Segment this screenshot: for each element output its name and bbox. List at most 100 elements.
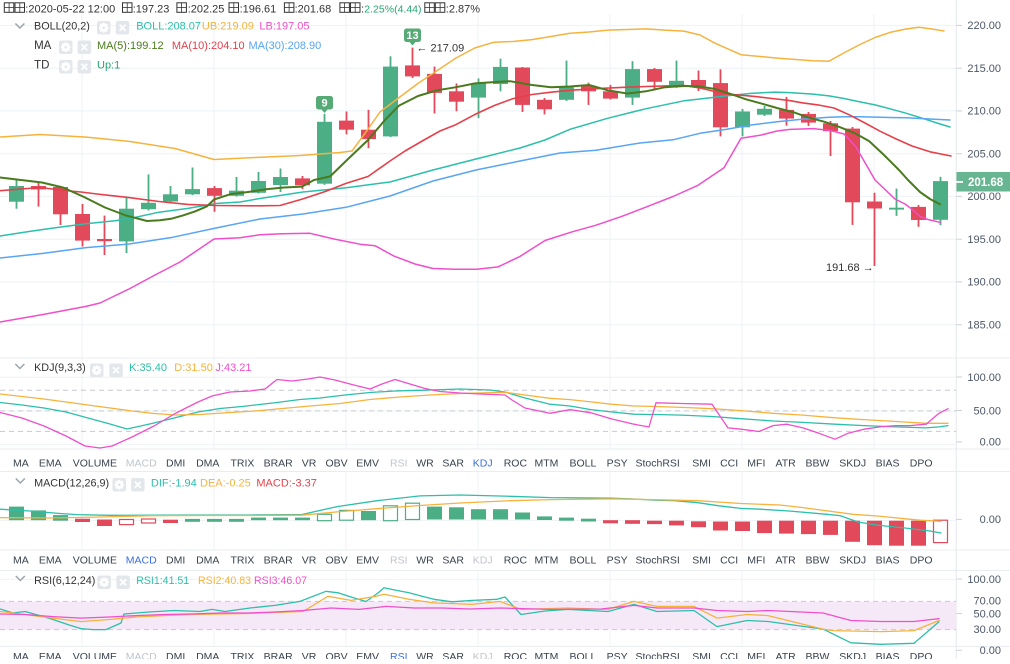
svg-text:BOLL: BOLL xyxy=(570,457,597,469)
svg-text:VR: VR xyxy=(302,651,317,659)
svg-text:200.00: 200.00 xyxy=(967,191,1001,203)
svg-text:VOLUME: VOLUME xyxy=(73,457,117,469)
svg-text:D:31.50: D:31.50 xyxy=(174,362,213,374)
svg-text:BOLL:208.07: BOLL:208.07 xyxy=(136,21,201,33)
svg-text:VR: VR xyxy=(302,457,317,469)
svg-text:RSI: RSI xyxy=(390,555,408,567)
svg-text:MTM: MTM xyxy=(535,651,559,659)
svg-text:0.00: 0.00 xyxy=(980,437,1001,449)
svg-text:BIAS: BIAS xyxy=(876,457,900,469)
svg-text:RSI: RSI xyxy=(390,651,408,659)
svg-text:BBW: BBW xyxy=(806,651,830,659)
svg-text:BRAR: BRAR xyxy=(264,651,294,659)
svg-text:220.00: 220.00 xyxy=(967,20,1001,32)
svg-text:BOLL: BOLL xyxy=(570,651,597,659)
svg-text:J:43.21: J:43.21 xyxy=(215,362,251,374)
svg-text:CCI: CCI xyxy=(720,651,738,659)
svg-text::2020-05-22 12:00: :2020-05-22 12:00 xyxy=(25,3,115,15)
svg-text:SAR: SAR xyxy=(442,555,464,567)
svg-text:EMV: EMV xyxy=(356,651,379,659)
svg-text:9: 9 xyxy=(321,98,327,110)
svg-text:VR: VR xyxy=(302,555,317,567)
svg-text:KDJ: KDJ xyxy=(473,651,493,659)
svg-text:PSY: PSY xyxy=(607,457,628,469)
svg-text:DPO: DPO xyxy=(910,457,933,469)
svg-text:SKDJ: SKDJ xyxy=(839,555,866,567)
svg-text:100.00: 100.00 xyxy=(967,372,1001,384)
svg-text:PSY: PSY xyxy=(607,651,628,659)
svg-text:DMA: DMA xyxy=(196,457,219,469)
svg-text:MA: MA xyxy=(13,651,29,659)
svg-text:EMV: EMV xyxy=(356,457,379,469)
svg-text:DPO: DPO xyxy=(910,651,933,659)
svg-text:190.00: 190.00 xyxy=(967,277,1001,289)
svg-text:DMI: DMI xyxy=(166,651,185,659)
svg-text:2.25%(4.44): 2.25%(4.44) xyxy=(364,3,421,15)
svg-text:CCI: CCI xyxy=(720,555,738,567)
svg-text:MACD:-3.37: MACD:-3.37 xyxy=(256,478,317,490)
svg-text:UB:219.09: UB:219.09 xyxy=(202,21,254,33)
svg-text:← 217.09: ← 217.09 xyxy=(417,43,465,55)
svg-text:70.00: 70.00 xyxy=(973,596,1001,608)
svg-text:WR: WR xyxy=(416,555,434,567)
svg-text:MA(5):199.12: MA(5):199.12 xyxy=(97,40,164,52)
svg-text:PSY: PSY xyxy=(607,555,628,567)
svg-text::197.23: :197.23 xyxy=(133,3,170,15)
svg-text:MACD(12,26,9): MACD(12,26,9) xyxy=(34,478,109,490)
svg-text:ROC: ROC xyxy=(504,651,528,659)
svg-text:195.00: 195.00 xyxy=(967,234,1001,246)
svg-text:TRIX: TRIX xyxy=(231,555,255,567)
svg-text:DMI: DMI xyxy=(166,555,185,567)
svg-text:0.00: 0.00 xyxy=(980,645,1001,657)
svg-text:LB:197.05: LB:197.05 xyxy=(259,21,309,33)
svg-text::202.25: :202.25 xyxy=(188,3,225,15)
svg-text:30.00: 30.00 xyxy=(973,624,1001,636)
svg-text:MA(10):204.10: MA(10):204.10 xyxy=(172,40,245,52)
svg-text:13: 13 xyxy=(406,30,418,42)
svg-text:100.00: 100.00 xyxy=(967,574,1001,586)
svg-text:BBW: BBW xyxy=(806,457,830,469)
svg-text:DPO: DPO xyxy=(910,555,933,567)
svg-text:EMA: EMA xyxy=(39,457,62,469)
svg-text:ATR: ATR xyxy=(776,651,797,659)
svg-text:210.00: 210.00 xyxy=(967,106,1001,118)
svg-text:VOLUME: VOLUME xyxy=(73,555,117,567)
svg-text:ATR: ATR xyxy=(776,457,797,469)
svg-text:EMV: EMV xyxy=(356,555,379,567)
svg-text:BRAR: BRAR xyxy=(264,457,294,469)
svg-text:ROC: ROC xyxy=(504,457,528,469)
svg-text:0.00: 0.00 xyxy=(980,514,1001,526)
svg-text:50.00: 50.00 xyxy=(973,405,1001,417)
svg-text:RSI3:46.07: RSI3:46.07 xyxy=(254,575,307,587)
svg-text:DMA: DMA xyxy=(196,651,219,659)
svg-text:BOLL(20,2): BOLL(20,2) xyxy=(34,21,90,33)
svg-text:K:35.40: K:35.40 xyxy=(129,362,167,374)
svg-text:KDJ(9,3,3): KDJ(9,3,3) xyxy=(34,362,86,374)
svg-text:BRAR: BRAR xyxy=(264,555,294,567)
svg-text:SAR: SAR xyxy=(442,457,464,469)
svg-text:MA: MA xyxy=(13,555,29,567)
svg-text:SKDJ: SKDJ xyxy=(839,457,866,469)
svg-text:SMI: SMI xyxy=(692,555,711,567)
svg-text:StochRSI: StochRSI xyxy=(636,457,680,469)
svg-text:MFI: MFI xyxy=(747,651,765,659)
svg-text:BBW: BBW xyxy=(806,555,830,567)
svg-text:RSI2:40.83: RSI2:40.83 xyxy=(198,575,251,587)
svg-text:TD: TD xyxy=(34,60,49,72)
svg-text:BIAS: BIAS xyxy=(876,555,900,567)
svg-text:ROC: ROC xyxy=(504,555,528,567)
svg-text::196.61: :196.61 xyxy=(240,3,277,15)
svg-text:OBV: OBV xyxy=(326,555,348,567)
svg-text:50.00: 50.00 xyxy=(973,608,1001,620)
svg-text:RSI1:41.51: RSI1:41.51 xyxy=(136,575,189,587)
svg-text:185.00: 185.00 xyxy=(967,320,1001,332)
svg-text:DEA:-0.25: DEA:-0.25 xyxy=(200,478,251,490)
svg-text::2.87%: :2.87% xyxy=(446,3,480,15)
svg-text:MACD: MACD xyxy=(126,651,157,659)
svg-text:DMA: DMA xyxy=(196,555,219,567)
svg-text:RSI: RSI xyxy=(390,457,408,469)
svg-text::201.68: :201.68 xyxy=(295,3,332,15)
svg-text:MFI: MFI xyxy=(747,555,765,567)
svg-text:MTM: MTM xyxy=(535,457,559,469)
svg-text:SAR: SAR xyxy=(442,651,464,659)
